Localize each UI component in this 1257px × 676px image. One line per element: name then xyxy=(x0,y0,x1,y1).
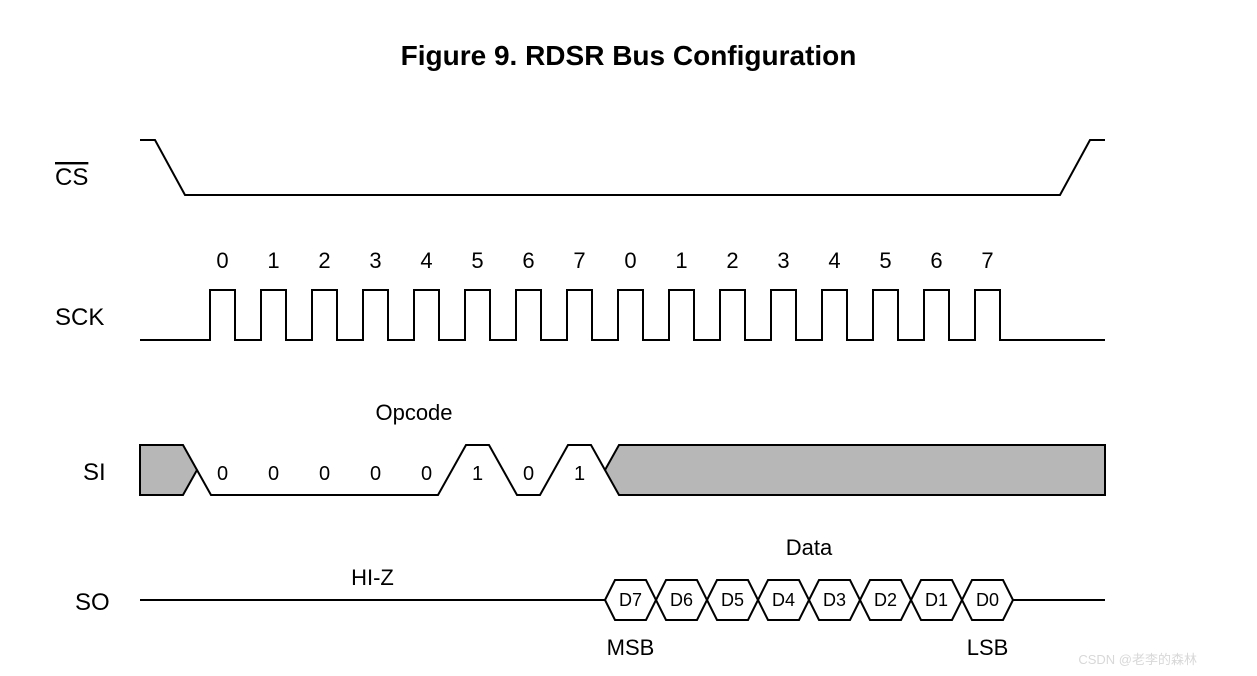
si-bit: 0 xyxy=(217,463,228,485)
si-bit: 0 xyxy=(370,463,381,485)
cs-label: CS xyxy=(55,164,88,191)
so-data-bit: D6 xyxy=(670,590,693,610)
so-data-bit: D0 xyxy=(976,590,999,610)
si-bit: 0 xyxy=(421,463,432,485)
sck-tick: 0 xyxy=(624,248,636,273)
sck-tick: 2 xyxy=(726,248,738,273)
so-hiz-label: HI-Z xyxy=(351,565,394,590)
si-bit: 0 xyxy=(268,463,279,485)
si-section-label: Opcode xyxy=(375,400,452,425)
sck-label: SCK xyxy=(55,304,104,331)
sck-tick: 6 xyxy=(522,248,534,273)
so-data-bit: D5 xyxy=(721,590,744,610)
so-data-bit: D4 xyxy=(772,590,795,610)
so-data-bit: D3 xyxy=(823,590,846,610)
so-data-bit: D1 xyxy=(925,590,948,610)
si-bit: 1 xyxy=(472,463,483,485)
sck-tick: 6 xyxy=(930,248,942,273)
so-lsb-label: LSB xyxy=(967,635,1009,660)
si-bit: 0 xyxy=(523,463,534,485)
sck-tick: 3 xyxy=(777,248,789,273)
so-label: SO xyxy=(75,589,110,616)
sck-tick: 1 xyxy=(267,248,279,273)
sck-tick: 5 xyxy=(879,248,891,273)
so-data-bit: D2 xyxy=(874,590,897,610)
sck-tick: 0 xyxy=(216,248,228,273)
si-label: SI xyxy=(83,459,106,486)
so-msb-label: MSB xyxy=(607,635,655,660)
background xyxy=(0,0,1257,676)
sck-tick: 2 xyxy=(318,248,330,273)
sck-tick: 3 xyxy=(369,248,381,273)
so-data-bit: D7 xyxy=(619,590,642,610)
sck-tick: 1 xyxy=(675,248,687,273)
si-trail-region xyxy=(605,445,1105,495)
sck-tick: 4 xyxy=(828,248,840,273)
sck-tick: 5 xyxy=(471,248,483,273)
figure-title: Figure 9. RDSR Bus Configuration xyxy=(401,40,857,71)
watermark: CSDN @老李的森林 xyxy=(1078,652,1197,667)
sck-tick: 4 xyxy=(420,248,432,273)
si-bit: 0 xyxy=(319,463,330,485)
sck-tick: 7 xyxy=(981,248,993,273)
sck-tick: 7 xyxy=(573,248,585,273)
si-bit: 1 xyxy=(574,463,585,485)
so-section-label: Data xyxy=(786,535,833,560)
